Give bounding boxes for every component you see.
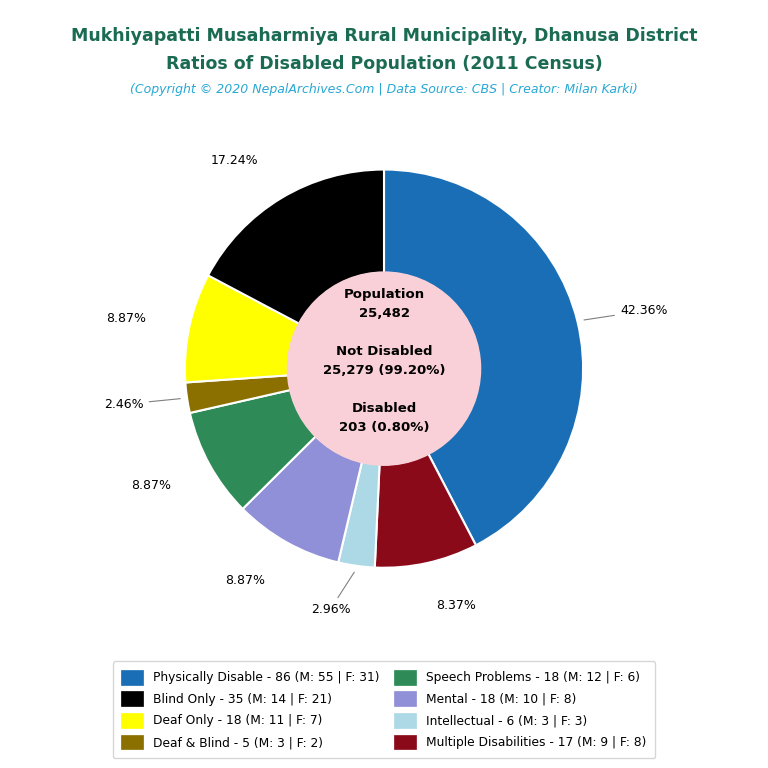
Legend: Physically Disable - 86 (M: 55 | F: 31), Blind Only - 35 (M: 14 | F: 21), Deaf O: Physically Disable - 86 (M: 55 | F: 31),… xyxy=(113,661,655,758)
Wedge shape xyxy=(338,462,379,568)
Text: 2.96%: 2.96% xyxy=(310,572,354,616)
Text: Ratios of Disabled Population (2011 Census): Ratios of Disabled Population (2011 Cens… xyxy=(166,55,602,73)
Wedge shape xyxy=(384,170,583,545)
Text: 8.87%: 8.87% xyxy=(131,479,171,492)
Circle shape xyxy=(287,272,481,465)
Text: 8.87%: 8.87% xyxy=(106,312,147,325)
Text: Mukhiyapatti Musaharmiya Rural Municipality, Dhanusa District: Mukhiyapatti Musaharmiya Rural Municipal… xyxy=(71,27,697,45)
Text: Population
25,482

Not Disabled
25,279 (99.20%)

Disabled
203 (0.80%): Population 25,482 Not Disabled 25,279 (9… xyxy=(323,288,445,434)
Text: (Copyright © 2020 NepalArchives.Com | Data Source: CBS | Creator: Milan Karki): (Copyright © 2020 NepalArchives.Com | Da… xyxy=(130,83,638,96)
Text: 8.37%: 8.37% xyxy=(436,599,476,612)
Text: 8.87%: 8.87% xyxy=(225,574,265,587)
Wedge shape xyxy=(190,390,316,509)
Wedge shape xyxy=(185,276,300,382)
Wedge shape xyxy=(185,376,291,413)
Wedge shape xyxy=(208,170,384,324)
Wedge shape xyxy=(375,453,476,568)
Text: 42.36%: 42.36% xyxy=(584,304,667,320)
Text: 17.24%: 17.24% xyxy=(211,154,259,167)
Wedge shape xyxy=(243,436,362,562)
Text: 2.46%: 2.46% xyxy=(104,398,180,411)
